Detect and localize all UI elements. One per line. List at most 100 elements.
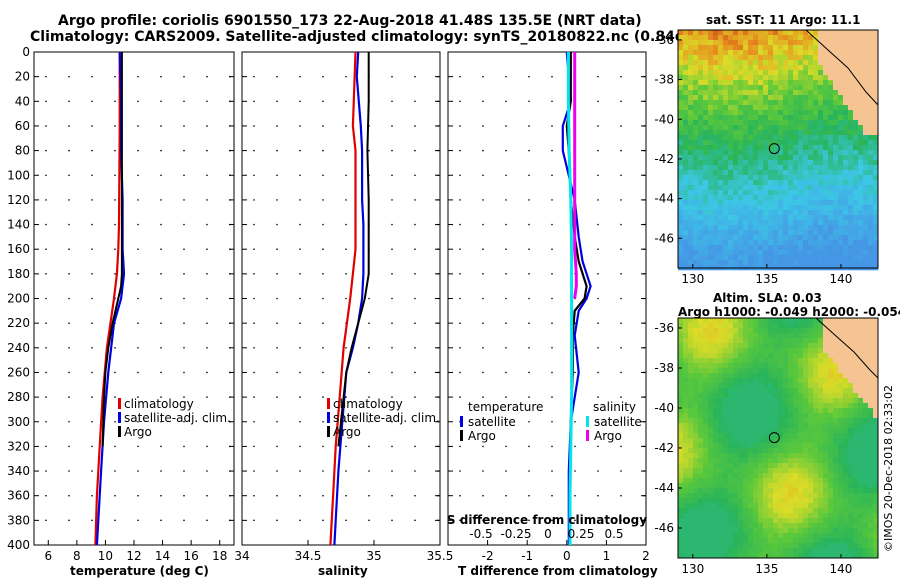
series-line-difference-salinity-satellite [566,52,574,545]
grid-dot [459,223,461,226]
grid-dot [276,174,278,177]
grid-dot [206,149,208,152]
grid-dot [322,273,324,275]
grid-dot [391,519,393,522]
grid-dot [505,75,507,78]
grid-dot [160,494,162,497]
grid-dot [253,174,255,177]
grid-dot [551,125,553,127]
grid-dot [345,494,347,497]
ytick-label-80: 80 [15,144,30,158]
grid-dot [391,445,393,448]
grid-dot [620,519,622,522]
grid-dot [551,199,553,201]
top-axis-tick-1: -0.25 [500,527,531,541]
grid-dot [253,470,255,472]
grid-dot [322,125,324,127]
grid-dot [597,125,599,127]
grid-dot [183,223,185,226]
legend-swatch-temperature-1 [118,412,121,423]
grid-dot [183,273,185,275]
grid-dot [183,445,185,448]
grid-dot [391,470,393,472]
grid-dot [206,297,208,300]
grid-dot [345,199,347,201]
grid-dot [299,396,301,398]
grid-dot [91,125,93,127]
grid-dot [528,322,530,324]
grid-dot [391,248,393,250]
grid-dot [597,396,599,398]
grid-dot [137,125,139,127]
grid-dot [160,199,162,201]
series-line-temperature-argo [101,52,123,447]
grid-dot [299,322,301,324]
difference-xlabel: T difference from climatology [458,564,658,578]
grid-dot [620,347,622,349]
legend-swatch-salinity-0 [327,398,330,409]
grid-dot [160,273,162,275]
grid-dot [160,470,162,472]
grid-dot [345,297,347,300]
grid-dot [253,445,255,448]
grid-dot [299,297,301,300]
grid-dot [114,445,116,448]
grid-dot [299,223,301,226]
grid-dot [459,322,461,324]
grid-dot [391,273,393,275]
grid-dot [160,519,162,522]
legend-swatch-salinity-2 [327,426,330,437]
map-frame-sla [677,317,879,559]
grid-dot [183,100,185,103]
grid-dot [368,445,370,448]
grid-dot [91,347,93,349]
grid-dot [114,174,116,177]
grid-dot [368,519,370,522]
grid-dot [505,223,507,226]
grid-dot [551,445,553,448]
grid-dot [206,396,208,398]
grid-dot [322,100,324,103]
map-ytick-label-sla--44: -44 [654,481,674,495]
ytick-label-60: 60 [15,119,30,133]
grid-dot [45,199,47,201]
grid-dot [45,100,47,103]
grid-dot [276,396,278,398]
grid-dot [368,322,370,324]
grid-dot [276,347,278,349]
grid-dot [45,347,47,349]
grid-dot [620,149,622,152]
grid-dot [276,100,278,103]
legend-title-salinity: salinity [593,400,636,414]
map-xtick-label-sst-135: 135 [755,272,778,286]
grid-dot [528,199,530,201]
grid-dot [597,248,599,250]
grid-dot [345,248,347,250]
xtick-label-difference--1: -1 [521,549,533,563]
grid-dot [253,75,255,78]
grid-dot [114,100,116,103]
grid-dot [391,371,393,374]
grid-dot [114,420,116,423]
grid-dot [137,371,139,374]
grid-dot [183,248,185,250]
grid-dot [137,149,139,152]
sla-map-title-1: Altim. SLA: 0.03 [713,291,822,305]
grid-dot [482,396,484,398]
grid-dot [345,100,347,103]
grid-dot [597,445,599,448]
grid-dot [414,100,416,103]
grid-dot [253,125,255,127]
grid-dot [620,125,622,127]
grid-dot [45,125,47,127]
grid-dot [459,297,461,300]
grid-dot [505,396,507,398]
grid-dot [482,322,484,324]
grid-dot [322,470,324,472]
grid-dot [597,174,599,177]
grid-dot [505,494,507,497]
grid-dot [528,297,530,300]
grid-dot [414,199,416,201]
